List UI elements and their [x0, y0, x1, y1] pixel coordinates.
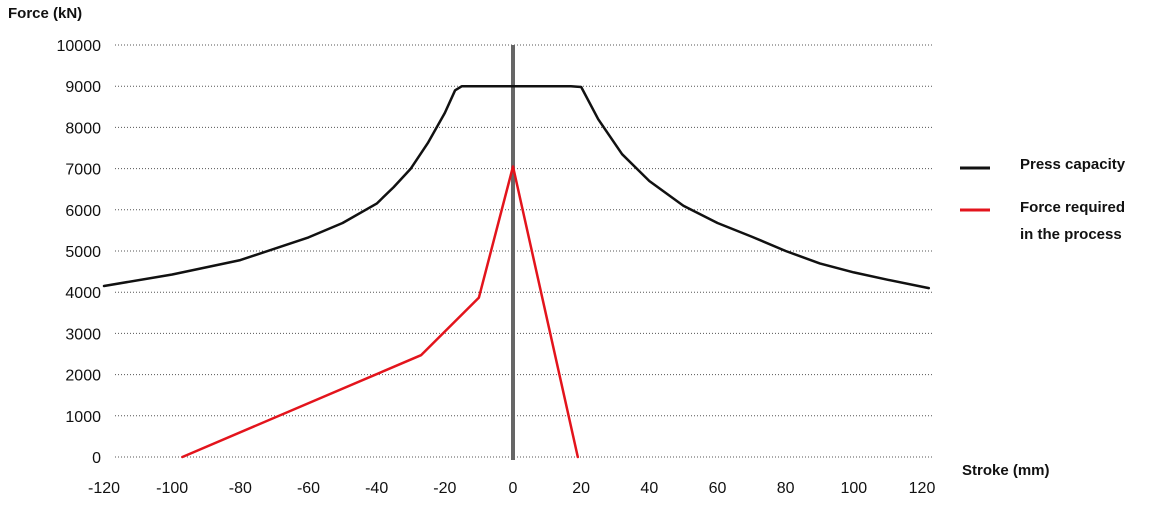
series-line-1	[181, 165, 580, 459]
y-tick-label: 4000	[65, 285, 101, 302]
x-tick-label: -80	[229, 480, 252, 497]
legend-label-force-required-line2: in the process	[1020, 226, 1122, 243]
x-tick-label: -100	[156, 480, 188, 497]
x-tick-label: 20	[572, 480, 590, 497]
y-tick-label: 6000	[65, 203, 101, 220]
x-tick-label: 80	[777, 480, 795, 497]
y-axis-title: Force (kN)	[8, 5, 82, 22]
y-tick-label: 8000	[65, 120, 101, 137]
gridlines	[115, 44, 932, 458]
x-tick-label: 100	[840, 480, 867, 497]
x-tick-labels: -120 -100 -80 -60 -40 -20 0 20 40 60 80 100 120	[88, 480, 935, 497]
y-tick-label: 5000	[65, 244, 101, 261]
series-lines	[102, 84, 931, 459]
legend: Press capacity Force required in the pro…	[960, 156, 1126, 243]
y-tick-label: 1000	[65, 409, 101, 426]
x-tick-label: -60	[297, 480, 320, 497]
series-line-0	[102, 84, 931, 290]
x-axis-title: Stroke (mm)	[962, 462, 1050, 479]
y-tick-label: 7000	[65, 162, 101, 179]
x-tick-label: 120	[909, 480, 936, 497]
legend-label-force-required-line1: Force required	[1020, 199, 1125, 216]
y-tick-label: 3000	[65, 326, 101, 343]
legend-label-press-capacity: Press capacity	[1020, 156, 1126, 173]
y-tick-label: 0	[92, 450, 101, 467]
y-tick-labels: 0 1000 2000 3000 4000 5000 6000 7000 8000 9000 100…	[57, 38, 102, 467]
y-tick-label: 9000	[65, 79, 101, 96]
x-tick-label: -120	[88, 480, 120, 497]
y-tick-label: 2000	[65, 368, 101, 385]
x-tick-label: -40	[365, 480, 388, 497]
x-tick-label: 60	[709, 480, 727, 497]
y-tick-label: 10000	[57, 38, 102, 55]
x-tick-label: 40	[640, 480, 658, 497]
x-tick-label: -20	[433, 480, 456, 497]
x-tick-label: 0	[509, 480, 518, 497]
